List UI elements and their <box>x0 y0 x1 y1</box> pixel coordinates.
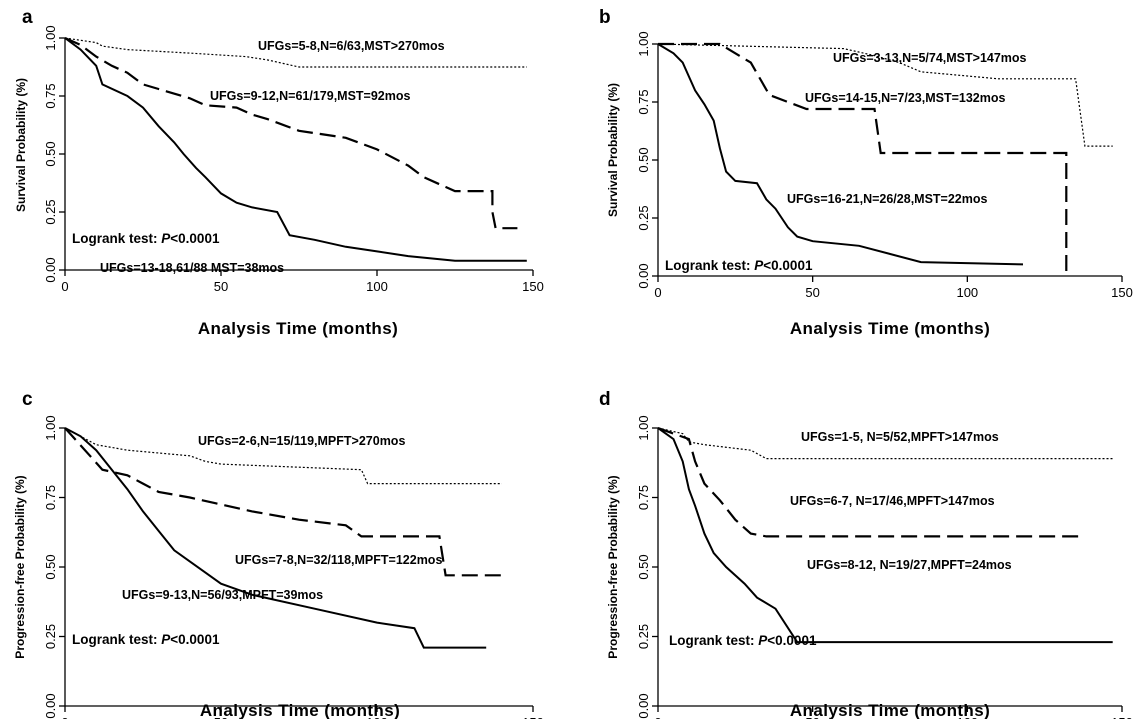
logrank-annotation: Logrank test: P<0.0001 <box>72 231 220 246</box>
y-tick-label: 0.75 <box>636 485 651 510</box>
y-tick-label: 1.00 <box>43 25 58 50</box>
series-label: UFGs=6-7, N=17/46,MPFT>147mos <box>790 494 995 508</box>
x-tick-label: 150 <box>522 279 544 294</box>
y-axis-title: Progression-free Probability (%) <box>606 475 620 658</box>
km-curve-solid <box>657 427 1113 644</box>
logrank-p-value: <0.0001 <box>763 258 813 273</box>
logrank-prefix: Logrank test: <box>72 632 161 647</box>
km-curve-solid <box>657 43 1024 266</box>
x-axis-title: Analysis Time (months) <box>200 701 400 719</box>
km-curve-dashed <box>657 426 1082 538</box>
series-label: UFGs=7-8,N=32/118,MPFT=122mos <box>235 553 442 567</box>
logrank-p-value: <0.0001 <box>170 632 220 647</box>
y-tick-label: 1.00 <box>43 415 58 440</box>
y-axis-title: Survival Probability (%) <box>606 83 620 217</box>
x-tick-label: 100 <box>366 279 388 294</box>
y-tick-label: 0.00 <box>43 257 58 282</box>
series-label: UFGs=1-5, N=5/52,MPFT>147mos <box>801 430 999 444</box>
km-curve-dotted <box>657 43 1113 147</box>
km-curve-solid <box>64 37 527 262</box>
series-label: UFGs=5-8,N=6/63,MST>270mos <box>258 39 445 53</box>
x-tick-label: 150 <box>522 715 544 719</box>
series-label: UFGs=2-6,N=15/119,MPFT>270mos <box>198 434 405 448</box>
x-tick-label: 100 <box>956 285 978 300</box>
logrank-prefix: Logrank test: <box>669 633 758 648</box>
chart-panel-a: a 0 50 100 150 0.00 0.25 0.50 0.75 1.00 Analysis T… <box>14 7 544 338</box>
logrank-prefix: Logrank test: <box>665 258 754 273</box>
series-label: UFGs=8-12, N=19/27,MPFT=24mos <box>807 558 1012 572</box>
y-tick-label: 0.75 <box>636 89 651 114</box>
x-tick-label: 0 <box>61 715 68 719</box>
y-tick-label: 0.75 <box>43 485 58 510</box>
km-curve-dotted <box>657 427 1113 460</box>
x-tick-label: 0 <box>654 285 661 300</box>
y-tick-label: 1.00 <box>636 415 651 440</box>
series-label: UFGs=13-18,61/88 MST=38mos <box>100 261 284 275</box>
y-tick-label: 0.75 <box>43 83 58 108</box>
y-tick-label: 0.50 <box>636 554 651 579</box>
x-tick-label: 50 <box>214 279 228 294</box>
logrank-p-value: <0.0001 <box>767 633 817 648</box>
logrank-p-symbol: P <box>161 231 171 246</box>
x-tick-label: 50 <box>805 715 819 719</box>
chart-panel-b: b 0 50 100 150 0.00 0.25 0.50 0.75 1.00 Analysis T… <box>599 7 1133 338</box>
x-tick-label: 100 <box>956 715 978 719</box>
y-tick-label: 0.25 <box>43 199 58 224</box>
km-curve-dashed <box>64 36 518 230</box>
y-tick-label: 0.50 <box>636 147 651 172</box>
y-tick-label: 0.00 <box>43 693 58 718</box>
series-label: UFGs=14-15,N=7/23,MST=132mos <box>805 91 1005 105</box>
logrank-p-symbol: P <box>758 633 768 648</box>
y-tick-label: 0.25 <box>43 624 58 649</box>
series-label: UFGs=9-12,N=61/179,MST=92mos <box>210 89 410 103</box>
y-axis-title: Progression-free Probability (%) <box>13 475 27 658</box>
panel-letter: b <box>599 7 611 28</box>
logrank-p-symbol: P <box>754 258 764 273</box>
y-tick-label: 0.25 <box>636 205 651 230</box>
x-axis-title: Analysis Time (months) <box>790 701 990 719</box>
x-tick-label: 50 <box>214 715 228 719</box>
y-tick-label: 1.00 <box>636 31 651 56</box>
y-axis-title: Survival Probability (%) <box>14 78 28 212</box>
x-axis-title: Analysis Time (months) <box>198 319 398 338</box>
y-tick-label: 0.25 <box>636 624 651 649</box>
km-curve-solid <box>64 427 487 649</box>
x-tick-label: 150 <box>1111 285 1133 300</box>
logrank-prefix: Logrank test: <box>72 231 161 246</box>
logrank-p-symbol: P <box>161 632 171 647</box>
panel-letter: d <box>599 389 611 410</box>
x-tick-label: 0 <box>61 279 68 294</box>
y-tick-label: 0.50 <box>43 141 58 166</box>
x-tick-label: 150 <box>1111 715 1133 719</box>
chart-panel-d: d 0 50 100 150 0.00 0.25 0.50 0.75 1.00 Analysis T… <box>599 389 1133 719</box>
x-tick-label: 100 <box>366 715 388 719</box>
km-curve-dashed <box>658 42 1068 276</box>
y-tick-label: 0.00 <box>636 263 651 288</box>
y-tick-label: 0.50 <box>43 554 58 579</box>
logrank-annotation: Logrank test: P<0.0001 <box>669 633 817 648</box>
logrank-p-value: <0.0001 <box>170 231 220 246</box>
series-label: UFGs=16-21,N=26/28,MST=22mos <box>787 192 987 206</box>
km-curve-dashed <box>64 427 502 577</box>
logrank-annotation: Logrank test: P<0.0001 <box>665 258 813 273</box>
panel-letter: c <box>22 389 33 410</box>
km-curve-dotted <box>64 37 527 68</box>
logrank-annotation: Logrank test: P<0.0001 <box>72 632 220 647</box>
x-axis-title: Analysis Time (months) <box>790 319 990 338</box>
x-tick-label: 0 <box>654 715 661 719</box>
y-tick-label: 0.00 <box>636 693 651 718</box>
panel-letter: a <box>22 7 33 28</box>
series-label: UFGs=3-13,N=5/74,MST>147mos <box>833 51 1027 65</box>
series-label: UFGs=9-13,N=56/93,MPFT=39mos <box>122 588 323 602</box>
x-tick-label: 50 <box>805 285 819 300</box>
chart-panel-c: c 0 50 100 150 0.00 0.25 0.50 0.75 1.00 Analysis T… <box>13 389 544 719</box>
